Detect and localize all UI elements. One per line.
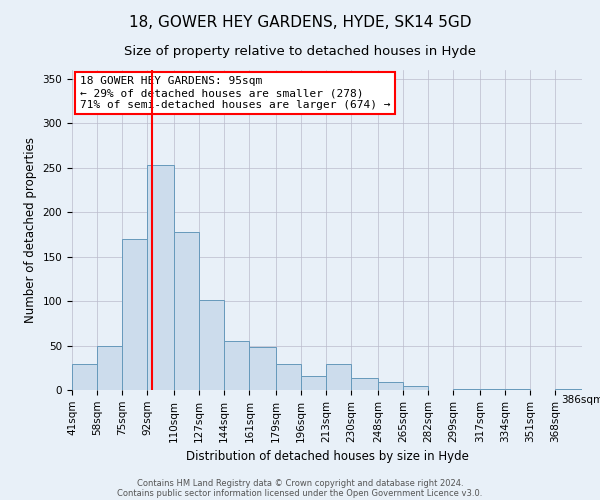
Bar [148,165,174,390]
Bar [72,364,97,390]
Bar [276,364,301,390]
Bar [352,378,378,390]
Text: Contains HM Land Registry data © Crown copyright and database right 2024.: Contains HM Land Registry data © Crown c… [137,478,463,488]
Bar [199,300,224,390]
Bar [480,389,505,390]
Text: Size of property relative to detached houses in Hyde: Size of property relative to detached ho… [124,45,476,58]
Bar [505,389,530,390]
Bar [122,239,148,390]
Bar [326,364,352,390]
Y-axis label: Number of detached properties: Number of detached properties [24,137,37,323]
Bar [97,346,122,390]
Bar [556,389,582,390]
Text: 18 GOWER HEY GARDENS: 95sqm
← 29% of detached houses are smaller (278)
71% of se: 18 GOWER HEY GARDENS: 95sqm ← 29% of det… [80,76,390,110]
Bar [403,386,428,390]
Bar [454,389,480,390]
Text: Contains public sector information licensed under the Open Government Licence v3: Contains public sector information licen… [118,488,482,498]
Bar [224,341,250,390]
Bar [301,376,326,390]
Bar [250,348,276,390]
Text: 18, GOWER HEY GARDENS, HYDE, SK14 5GD: 18, GOWER HEY GARDENS, HYDE, SK14 5GD [129,15,471,30]
X-axis label: Distribution of detached houses by size in Hyde: Distribution of detached houses by size … [185,450,469,463]
Bar [378,382,403,390]
Bar [174,232,199,390]
